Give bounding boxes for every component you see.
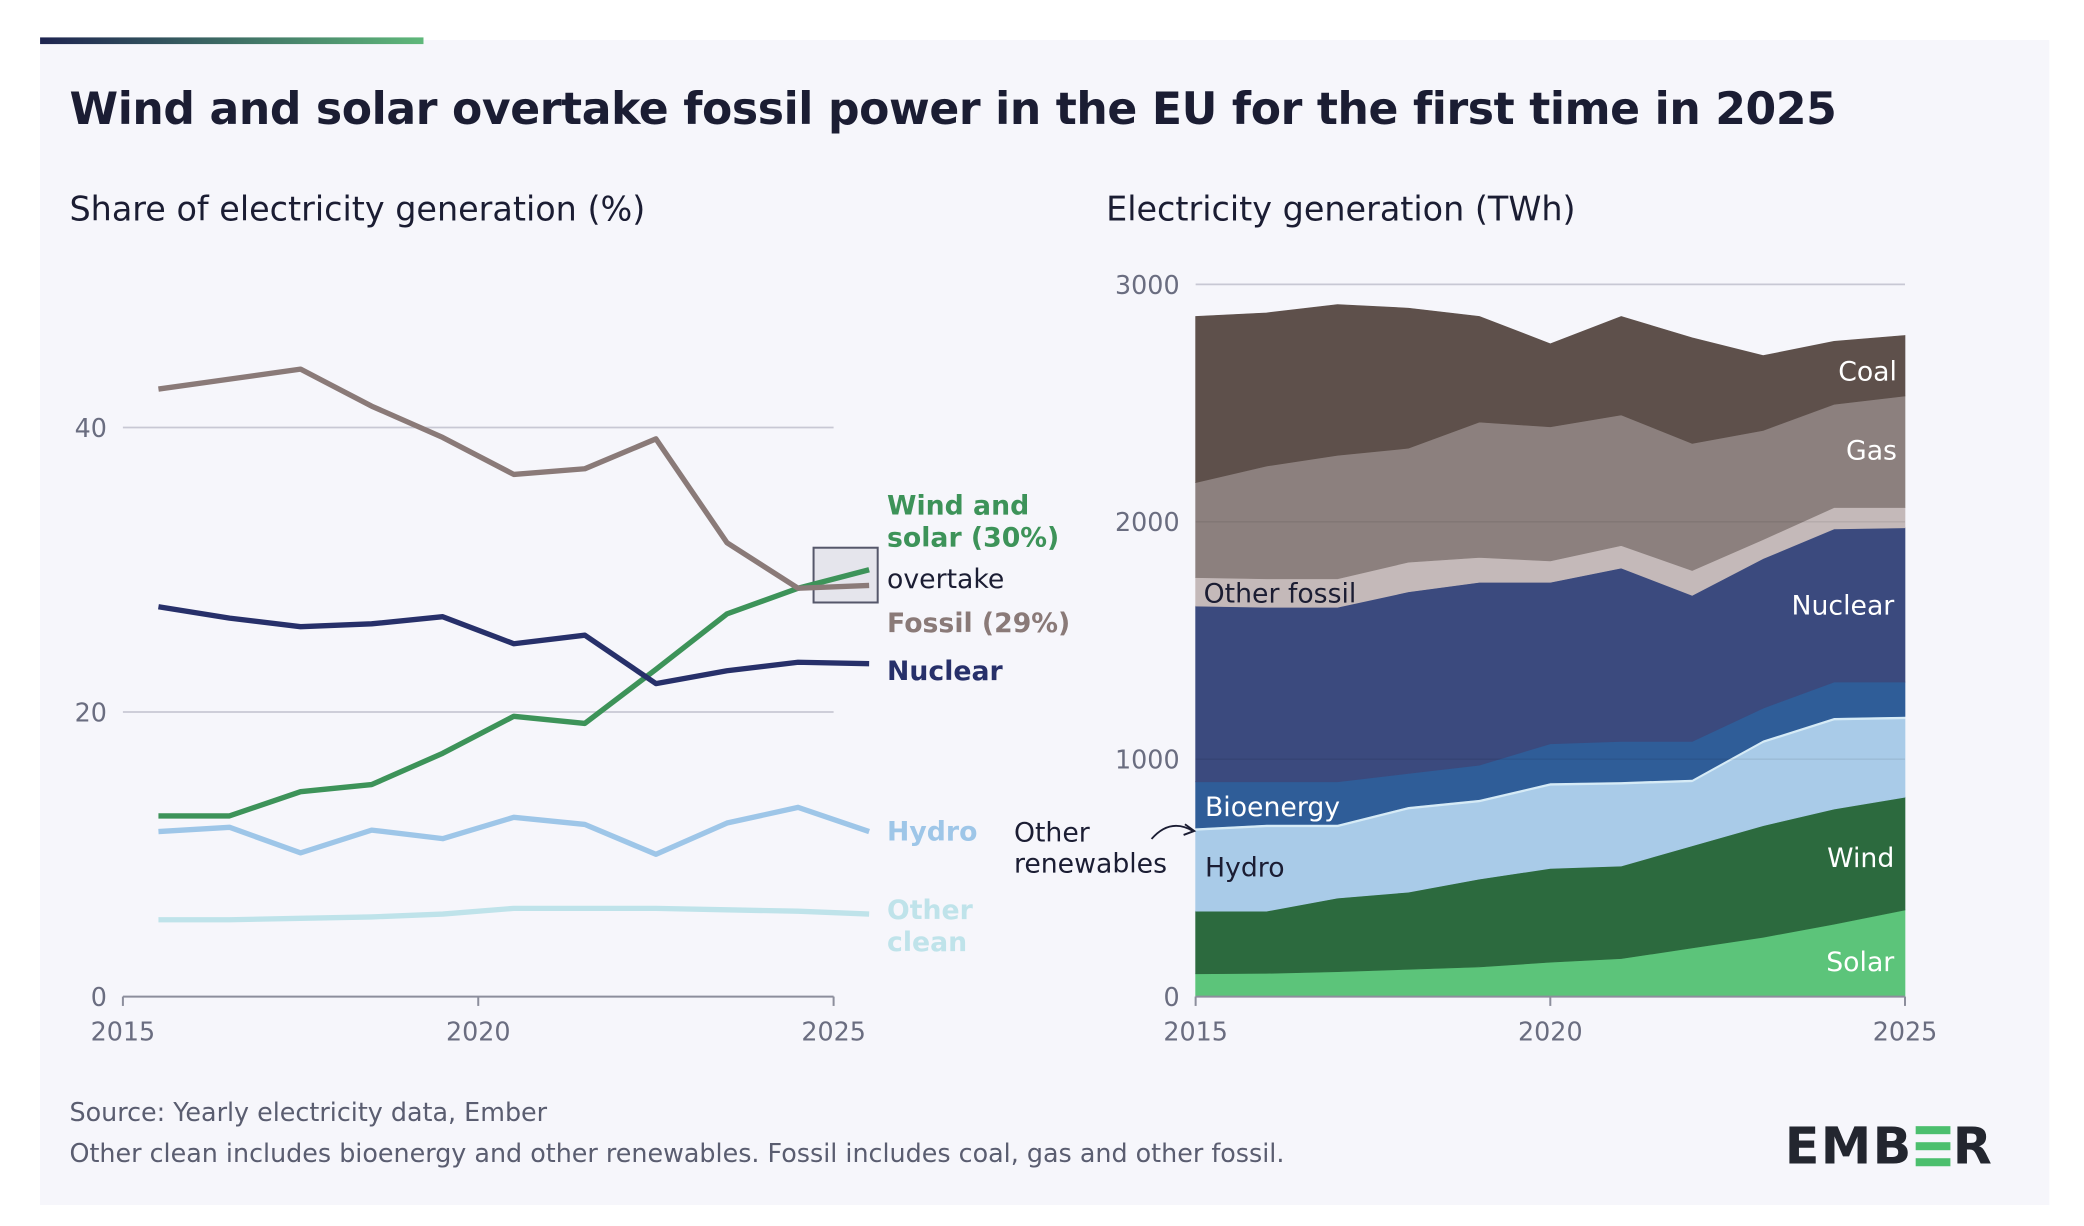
line-fossil- bbox=[158, 366, 870, 591]
line-other-clean bbox=[158, 905, 870, 923]
area-label: Hydro bbox=[1205, 852, 1285, 883]
area-label: Wind bbox=[1827, 843, 1894, 874]
x-tick-label: 2015 bbox=[91, 1017, 156, 1047]
series-label: solar (30%) bbox=[887, 522, 1059, 553]
y-tick-label: 40 bbox=[75, 413, 107, 443]
area-label: Nuclear bbox=[1792, 591, 1895, 622]
overtake-annotation: overtake bbox=[887, 564, 1004, 595]
area-label: Coal bbox=[1838, 357, 1897, 388]
source-note: Source: Yearly electricity data, Ember bbox=[69, 1098, 548, 1128]
y-tick-label: 3000 bbox=[1115, 270, 1180, 300]
line-nuclear bbox=[158, 604, 870, 687]
series-label: Hydro bbox=[887, 816, 977, 847]
line-wind-and-solar- bbox=[158, 567, 870, 819]
arrowhead-icon bbox=[1183, 823, 1197, 836]
x-tick-label: 2025 bbox=[1873, 1017, 1938, 1047]
x-tick-label: 2020 bbox=[1518, 1017, 1583, 1047]
right-chart-title: Electricity generation (TWh) bbox=[1106, 189, 1576, 229]
area-label: Bioenergy bbox=[1205, 792, 1340, 823]
area-label: Other bbox=[1014, 818, 1090, 849]
series-label: Wind and bbox=[887, 490, 1029, 521]
series-label: Nuclear bbox=[887, 656, 1003, 687]
area-label: renewables bbox=[1014, 848, 1167, 879]
series-label: clean bbox=[887, 927, 967, 958]
ember-logo: EMB R bbox=[1784, 1116, 1994, 1176]
left-chart-title: Share of electricity generation (%) bbox=[69, 189, 646, 229]
x-tick-label: 2025 bbox=[801, 1017, 866, 1047]
y-tick-label: 0 bbox=[1163, 982, 1179, 1012]
logo-e-bars bbox=[1915, 1126, 1951, 1167]
line-hydro bbox=[158, 804, 870, 857]
figure-title: Wind and solar overtake fossil power in … bbox=[69, 82, 1837, 135]
y-tick-label: 2000 bbox=[1115, 507, 1180, 537]
x-tick-label: 2015 bbox=[1163, 1017, 1228, 1047]
pointer-arrow-icon bbox=[1150, 824, 1194, 840]
x-tick-label: 2020 bbox=[446, 1017, 511, 1047]
area-label: Other fossil bbox=[1204, 578, 1357, 609]
footnote: Other clean includes bioenergy and other… bbox=[69, 1139, 1285, 1169]
y-tick-label: 0 bbox=[91, 982, 107, 1012]
area-coal bbox=[1195, 304, 1906, 484]
accent-bar bbox=[40, 37, 424, 45]
area-label: Solar bbox=[1826, 947, 1894, 978]
series-label: Other bbox=[887, 895, 974, 926]
y-tick-label: 20 bbox=[75, 697, 107, 727]
series-label: Fossil (29%) bbox=[887, 608, 1070, 639]
y-tick-label: 1000 bbox=[1115, 745, 1180, 775]
area-label: Gas bbox=[1846, 436, 1897, 467]
